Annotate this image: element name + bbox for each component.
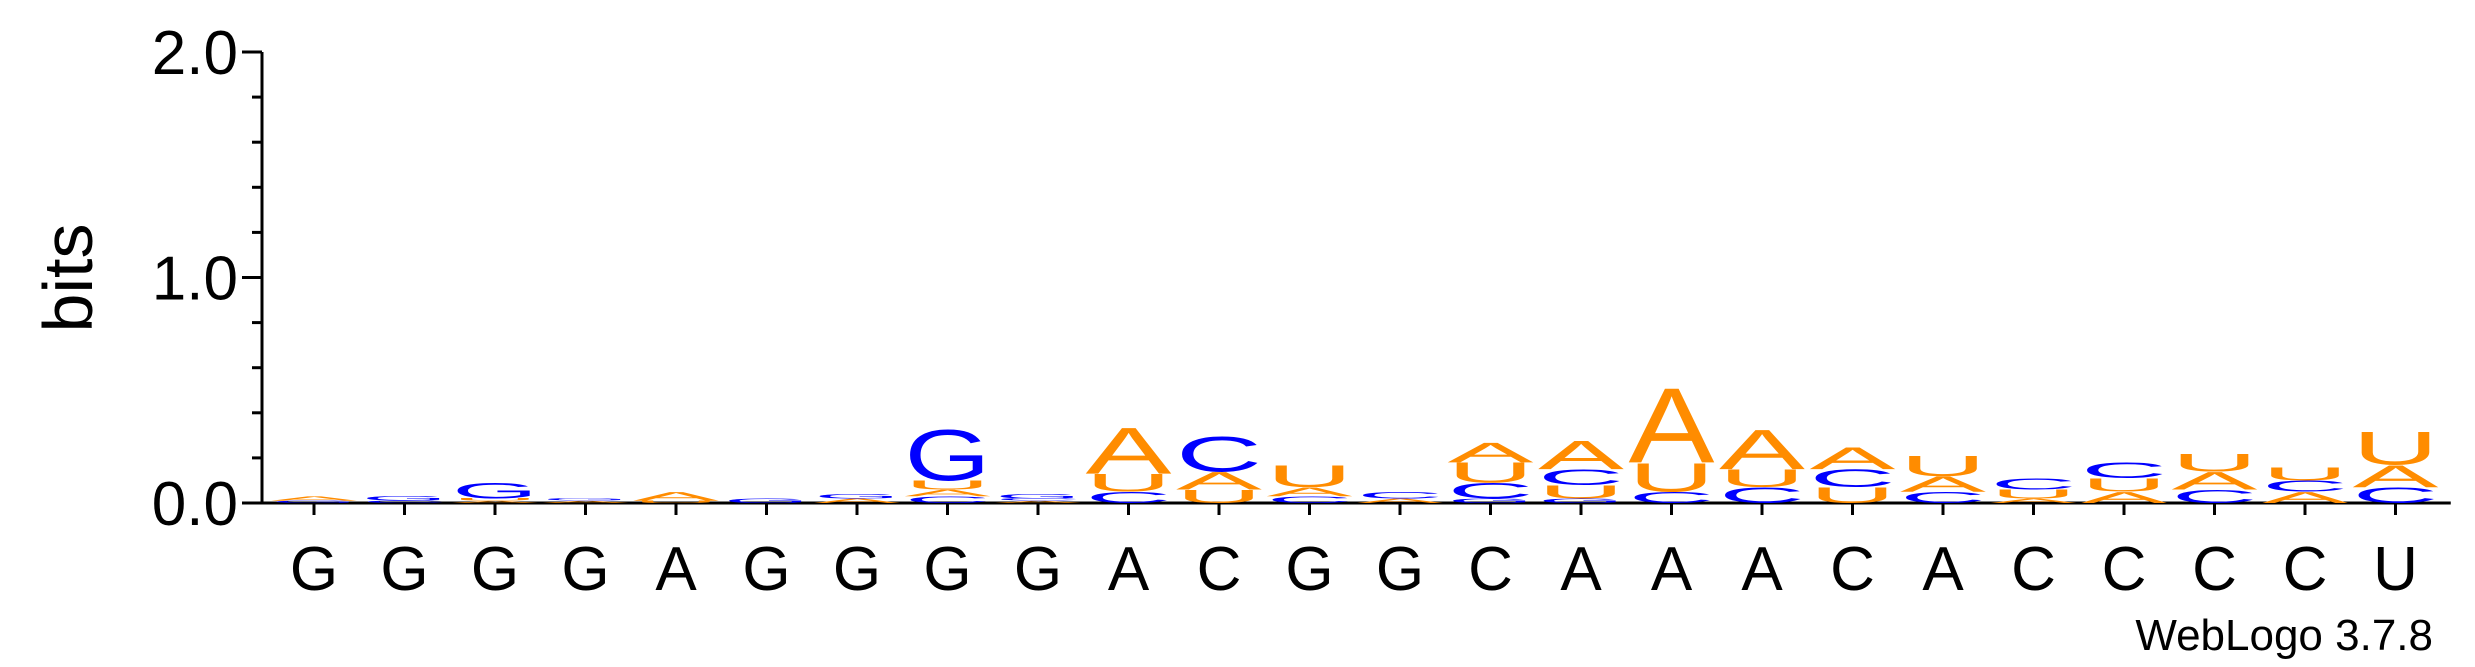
x-tick-label: C	[2011, 535, 2056, 604]
letter-glyph: C	[1448, 479, 1534, 504]
letter-glyph: A	[1357, 497, 1443, 504]
letter-glyph: A	[1086, 414, 1173, 488]
letter-glyph: U	[1810, 483, 1896, 508]
footer: WebLogo 3.7.8	[2135, 611, 2433, 660]
letter-glyph: U	[1267, 459, 1353, 494]
y-tick-label: 1.0	[152, 245, 238, 314]
letter-glyph: C	[995, 498, 1081, 502]
letter-glyph: C	[2353, 483, 2439, 508]
letter-glyph: U	[1086, 469, 1172, 497]
y-tick-label: 2.0	[152, 19, 238, 88]
letter-glyph: A	[1448, 437, 1535, 469]
letter-glyph: A	[271, 495, 357, 502]
letter-glyph: G	[1538, 497, 1624, 504]
x-tick-label: C	[1197, 535, 1242, 604]
letter-glyph: C	[1538, 465, 1624, 490]
x-tick-label: G	[1014, 535, 1062, 604]
y-axis-label: bits	[29, 224, 107, 333]
x-tick-label: A	[1560, 535, 1602, 604]
letter-glyph: A	[2172, 467, 2258, 495]
letter-glyph: C	[2172, 486, 2258, 507]
letter-glyph: A	[1991, 497, 2077, 504]
letter-glyph: U	[2081, 475, 2167, 496]
letter-glyph: C	[1991, 475, 2077, 493]
x-tick-label: G	[471, 535, 519, 604]
letter-glyph: U	[1719, 465, 1805, 493]
letter-glyph: G	[724, 497, 810, 504]
x-tick-label: G	[380, 535, 428, 604]
x-tick-label: A	[655, 535, 697, 604]
letter-glyph: A	[2262, 489, 2349, 506]
x-tick-label: G	[290, 535, 338, 604]
letter-glyph: A	[543, 500, 629, 504]
letter-glyph: C	[1357, 490, 1443, 501]
letter-glyph: U	[452, 498, 538, 502]
letter-glyph: A	[1900, 472, 1986, 497]
x-tick-label: A	[1108, 535, 1150, 604]
letter-glyph: U	[2262, 464, 2348, 485]
letter-glyph: A	[1176, 467, 1262, 495]
x-tick-label: C	[2283, 535, 2328, 604]
letter-glyph: C	[2081, 458, 2167, 483]
x-tick-label: A	[1922, 535, 1964, 604]
letter-glyph: C	[2262, 477, 2348, 495]
letter-glyph: U	[1629, 454, 1715, 500]
letter-glyph: A	[1267, 485, 1353, 499]
letter-glyph: A	[995, 500, 1081, 504]
x-tick-label: C	[1830, 535, 1875, 604]
letter-glyph: G	[905, 415, 991, 496]
x-tick-label: A	[1741, 535, 1783, 604]
letter-glyph: G	[543, 498, 629, 502]
letter-glyph: C	[1086, 489, 1172, 507]
letter-glyph: A	[633, 489, 719, 503]
letter-glyph: A	[1719, 419, 1806, 482]
letter-glyph: A	[1538, 432, 1624, 478]
letter-glyph: U	[905, 478, 991, 492]
x-tick-label: C	[2192, 535, 2237, 604]
letter-glyph: C	[1810, 465, 1896, 493]
x-tick-label: C	[1468, 535, 1513, 604]
letter-glyph: A	[814, 497, 900, 504]
letter-glyph: A	[2353, 459, 2440, 494]
letter-glyph: U	[1900, 451, 1986, 482]
letter-glyph: A	[1629, 367, 1715, 486]
letter-glyph: G	[271, 500, 357, 504]
letter-glyph: G	[1448, 497, 1534, 504]
letter-glyph: C	[1900, 489, 1986, 507]
letter-glyph: C	[1176, 426, 1262, 482]
letter-glyph: A	[452, 500, 538, 504]
letter-glyph: G	[362, 495, 448, 502]
letter-glyph: C	[1719, 483, 1805, 508]
x-tick-label: G	[561, 535, 609, 604]
x-tick-label: U	[2373, 535, 2418, 604]
x-tick-label: G	[1376, 535, 1424, 604]
letter-glyph: U	[2353, 422, 2439, 475]
letter-glyph: G	[452, 479, 538, 504]
letter-glyph: U	[2172, 449, 2258, 477]
y-tick-label: 0.0	[152, 470, 238, 539]
letter-glyph: C	[1267, 494, 1353, 505]
x-tick-label: A	[1651, 535, 1693, 604]
x-tick-label: G	[742, 535, 790, 604]
x-tick-label: G	[833, 535, 881, 604]
letter-glyph: U	[1991, 487, 2077, 501]
letter-glyph: U	[1176, 486, 1262, 507]
letter-glyph: C	[1629, 489, 1715, 507]
letter-glyph: U	[1538, 482, 1624, 503]
x-tick-label: C	[2102, 535, 2147, 604]
letter-glyph: A	[2081, 489, 2168, 506]
x-tick-label: G	[1285, 535, 1333, 604]
letter-glyph: C	[362, 500, 448, 504]
letter-glyph: G	[995, 493, 1081, 500]
x-tick-label: G	[923, 535, 971, 604]
letter-glyph: U	[633, 500, 719, 504]
letter-glyph: A	[1810, 441, 1897, 476]
letter-glyph: C	[905, 494, 991, 505]
letter-glyph: G	[814, 493, 900, 500]
letter-glyph: A	[905, 488, 991, 499]
letter-glyph: U	[1448, 457, 1534, 488]
